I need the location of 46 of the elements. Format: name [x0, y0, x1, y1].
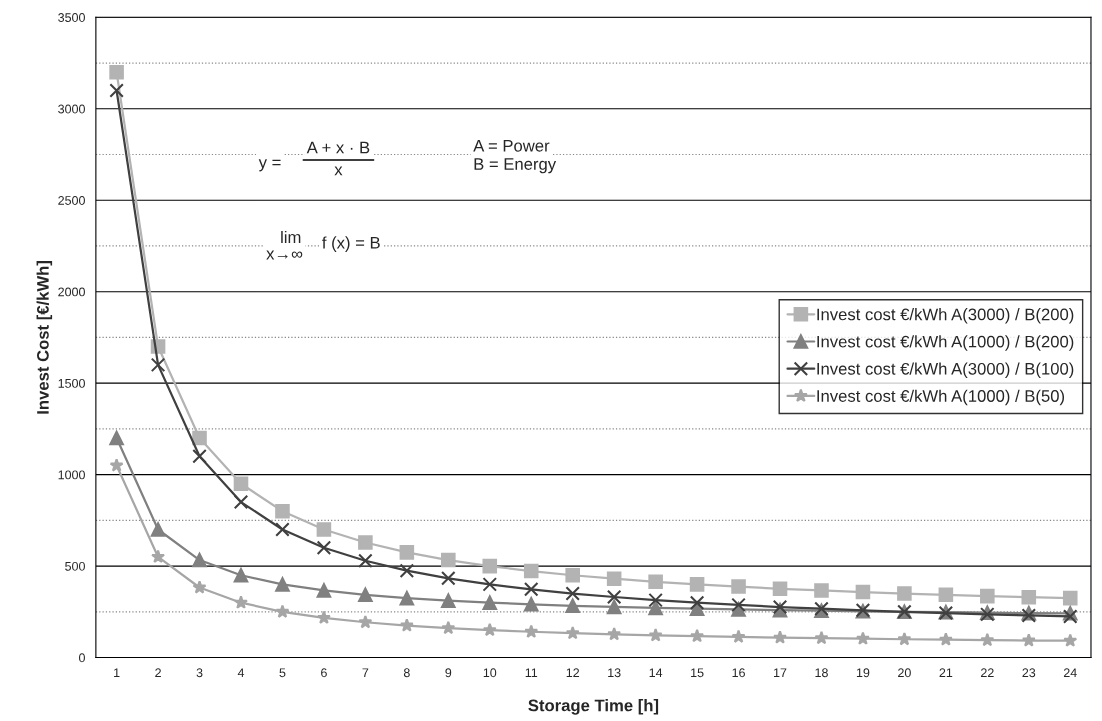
annotation: A = Power — [473, 140, 550, 152]
x-tick-label: 7 — [362, 668, 369, 678]
legend-label: Invest cost €/kWh A(1000) / B(50) — [817, 389, 1065, 406]
x-tick-label: 18 — [815, 668, 828, 678]
y-axis-title: Invest Cost [€/kWh] — [36, 261, 53, 414]
y-tick-label: 0 — [78, 653, 85, 663]
x-tick-label: 2 — [155, 668, 161, 678]
legend-label: Invest cost €/kWh A(3000) / B(200) — [817, 308, 1074, 324]
x-tick-label: 24 — [1063, 668, 1077, 678]
x-tick-label: 14 — [649, 668, 663, 678]
x-tick-label: 19 — [856, 668, 870, 678]
y-tick-label: 1000 — [58, 470, 85, 480]
x-tick-label: 15 — [691, 668, 704, 678]
annotation: x→∞ — [266, 250, 303, 260]
x-tick-label: 22 — [981, 668, 994, 678]
annotation: f (x) = B — [322, 236, 380, 252]
x-tick-label: 3 — [196, 668, 203, 678]
x-tick-label: 13 — [608, 668, 621, 678]
annotation: y = — [258, 159, 281, 172]
y-tick-label: 3000 — [58, 104, 85, 114]
y-tick-label: 500 — [65, 561, 85, 571]
x-tick-label: 8 — [403, 668, 410, 678]
annotation: x — [334, 166, 343, 176]
y-tick-label: 3500 — [58, 13, 85, 22]
y-tick-label: 2000 — [58, 287, 85, 297]
x-tick-label: 21 — [939, 668, 953, 678]
x-tick-label: 4 — [237, 668, 245, 678]
x-tick-label: 20 — [898, 668, 911, 678]
annotation: B = Energy — [474, 158, 557, 174]
legend-label: Invest cost €/kWh A(3000) / B(100) — [817, 362, 1074, 378]
legend-label: Invest cost €/kWh A(1000) / B(200) — [817, 335, 1074, 351]
x-tick-label: 23 — [1022, 668, 1036, 678]
x-axis-title: Storage Time [h] — [528, 699, 659, 715]
annotation: A + x · B — [306, 141, 370, 154]
y-tick-label: 2500 — [58, 196, 85, 205]
y-tick-label: 1500 — [58, 378, 85, 388]
x-tick-label: 6 — [321, 668, 327, 678]
x-tick-label: 1 — [114, 668, 120, 678]
x-tick-label: 10 — [483, 668, 497, 678]
x-tick-label: 12 — [566, 668, 580, 678]
x-tick-label: 16 — [732, 668, 745, 678]
annotation: lim — [281, 230, 301, 243]
x-tick-label: 5 — [279, 668, 286, 678]
x-tick-label: 17 — [774, 668, 787, 678]
x-tick-label: 9 — [445, 668, 452, 678]
x-tick-label: 11 — [525, 668, 538, 678]
